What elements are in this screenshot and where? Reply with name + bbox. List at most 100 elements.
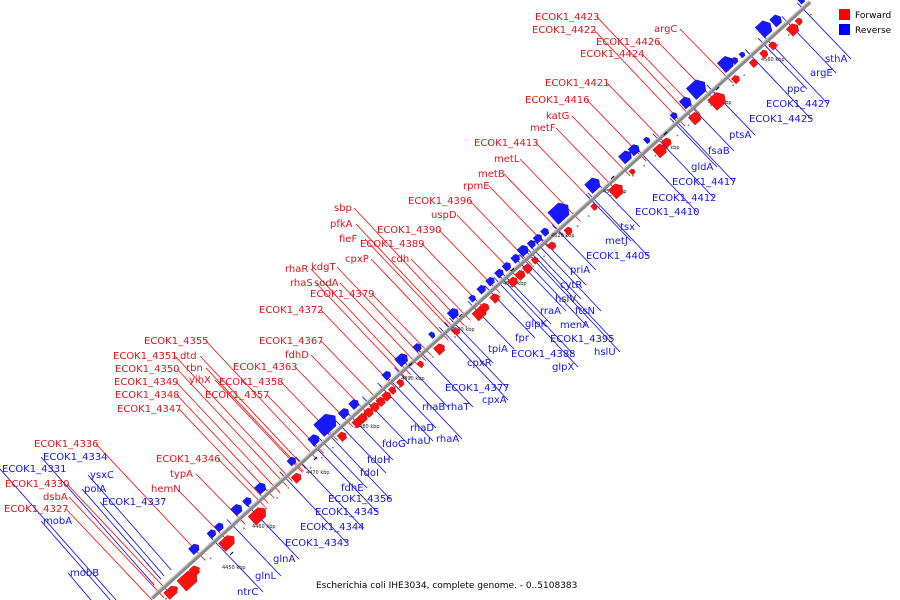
forward-gene-glyph [707,92,726,111]
forward-gene-glyph [590,203,598,211]
reverse-gene-label: gldA [691,162,713,173]
forward-gene-glyph [396,378,405,388]
reverse-gene-glyph [188,543,200,556]
forward-gene-glyph [369,402,380,413]
reverse-gene-glyph [669,112,678,120]
forward-gene-label: ECOK1_4358 [219,377,284,388]
reverse-gene-label: cpxA [482,395,507,406]
reverse-gene-label: ECOK1_4344 [300,522,365,533]
reverse-gene-label: fsaB [708,146,730,157]
reverse-gene-glyph [540,227,550,237]
genome-axis-highlight [150,0,810,598]
tick-label: 4500 kbp [451,327,475,333]
reverse-gene-glyph [230,504,243,517]
reverse-gene-glyph [730,57,739,65]
reverse-gene-glyph [532,233,543,244]
reverse-gene-label: cpxR [467,358,492,369]
tick-label: 4480 kbp [356,424,380,430]
forward-gene-glyph [176,570,198,592]
reverse-gene-glyph [769,14,782,28]
reverse-gene-glyph [337,408,350,420]
reverse-gene-label: mobA [43,516,72,527]
reverse-gene-glyph [242,497,252,507]
forward-gene-glyph [530,256,539,265]
forward-gene-label: argC [654,24,677,35]
gene-labels: ECOK1_4423argCECOK1_4422ECOK1_4426ECOK1_… [2,12,847,598]
reverse-gene-glyph [738,51,746,59]
reverse-gene-glyph [716,56,734,73]
forward-gene-glyph [652,143,667,159]
forward-gene-glyph [247,507,266,526]
forward-gene-glyph [363,407,374,418]
tick-label: 4450 kbp [222,565,246,571]
reverse-gene-label: glpK [525,319,547,330]
reverse-gene-label: ECOK1_4388 [511,349,576,360]
reverse-gene-label: rhaT [447,402,470,413]
tick-label: 4520 kbp [551,233,575,239]
forward-gene-label: pfkA [330,219,353,230]
forward-gene-label: yihX [189,375,211,386]
forward-gene-glyph [785,23,799,37]
reverse-gene-label: polA [84,484,106,495]
forward-gene-glyph [218,535,235,552]
reverse-gene-label: ECOK1_4405 [586,251,651,262]
forward-gene-glyph [387,386,397,395]
forward-gene-glyph [336,431,347,442]
forward-gene-glyph [628,168,636,176]
tick-label: 4490 kbp [401,376,425,382]
reverse-gene-label: fpr [515,333,530,344]
reverse-gene-label: ECOK1_4337 [102,497,167,508]
forward-gene-glyph [357,412,368,424]
forward-gene-label: ECOK1_4336 [34,439,99,450]
forward-gene-glyph [522,263,533,275]
gene-features [163,0,805,600]
forward-gene-label: ECOK1_4347 [117,404,182,415]
forward-gene-label: rhaR [285,264,308,275]
reverse-gene-label: ECOK1_4334 [43,452,108,463]
reverse-gene-label: ECOK1_4425 [749,114,814,125]
forward-gene-glyph [452,327,461,336]
forward-gene-label: ECOK1_4346 [156,454,221,465]
forward-gene-label: cpxP [345,254,369,265]
reverse-gene-glyph [510,254,520,264]
reverse-gene-label: ntrC [237,587,258,598]
forward-gene-label: ECOK1_4327 [4,504,69,515]
forward-gene-glyph [514,270,526,281]
forward-gene-label: ECOK1_4330 [5,479,70,490]
reverse-gene-label: priA [570,265,590,276]
forward-gene-label: ECOK1_4357 [205,390,270,401]
forward-gene-label: dtd [180,351,197,362]
forward-gene-label: ECOK1_4350 [115,364,180,375]
reverse-gene-label: argE [810,68,833,79]
reverse-gene-label: hslU [594,347,616,358]
reverse-gene-glyph [394,353,408,368]
reverse-gene-glyph [485,276,495,287]
reverse-gene-label: tsx [620,222,635,233]
forward-gene-label: ECOK1_4422 [532,25,597,36]
reverse-gene-label: ECOK1_4331 [2,464,67,475]
reverse-gene-glyph [348,399,359,410]
forward-gene-label: ECOK1_4423 [535,12,600,23]
reverse-gene-glyph [476,284,486,295]
forward-gene-label: ECOK1_4372 [259,305,324,316]
forward-gene-label: katG [546,111,569,122]
legend-reverse-swatch [839,24,850,35]
forward-gene-label: ECOK1_4349 [114,377,179,388]
caption: Escherichia coli IHE3034, complete genom… [316,581,577,591]
reverse-gene-glyph [307,434,320,447]
reverse-gene-glyph [494,268,504,279]
reverse-gene-label: rhaA [436,434,459,445]
reverse-gene-label: cytR [560,280,582,291]
forward-gene-glyph [290,472,302,484]
reverse-gene-glyph [381,370,392,381]
forward-gene-label: uspD [431,210,457,221]
reverse-gene-label: ppc [787,84,805,95]
reverse-gene-glyph [754,20,773,39]
reverse-gene-glyph [627,144,640,157]
reverse-gene-glyph [468,294,476,303]
reverse-gene-label: rhaB [422,402,445,413]
forward-gene-label: fieF [339,234,357,245]
forward-gene-label: ECOK1_4396 [408,196,473,207]
legend: Forward Reverse [839,9,892,36]
reverse-gene-glyph [643,136,651,145]
